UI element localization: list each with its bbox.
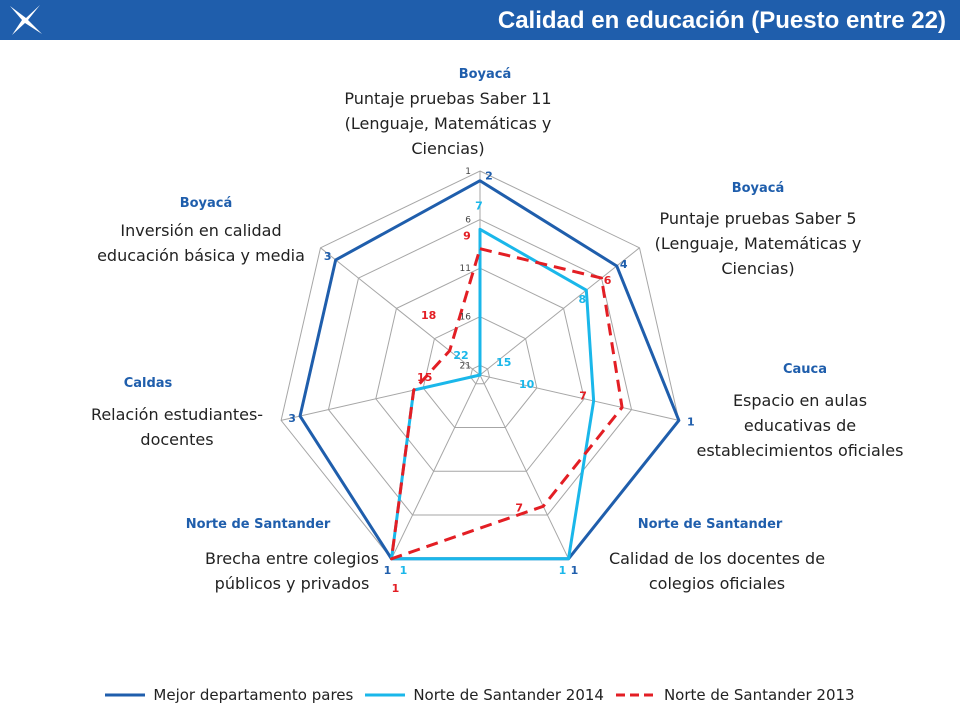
star-logo-icon: [10, 5, 42, 35]
tick-label: 11: [460, 264, 471, 274]
legend-label: Mejor departamento pares: [153, 686, 354, 704]
axis-department-label: Norte de Santander: [638, 517, 783, 532]
data-label: 9: [463, 230, 471, 243]
data-label: 15: [417, 371, 432, 384]
axis-metric-label: Inversión en calidad educación básica y m…: [97, 221, 305, 265]
axis-metric-line: docentes: [140, 430, 213, 449]
data-label: 1: [384, 564, 392, 577]
axis-metric-line: Puntaje pruebas Saber 11: [344, 89, 551, 108]
axis-metric-label: Brecha entre colegios públicos y privados: [205, 549, 379, 593]
tick-label: 6: [465, 216, 471, 226]
radar-series: [298, 179, 681, 561]
axis-department-label: Boyacá: [459, 67, 512, 82]
tick-label: 21: [460, 361, 471, 371]
grid-ring: [375, 267, 585, 472]
data-label: 2: [485, 170, 493, 183]
axis-metric-line: (Lenguaje, Matemáticas y: [655, 234, 862, 253]
axis-department-label: Boyacá: [732, 181, 785, 196]
data-label: 3: [288, 412, 296, 425]
grid-spoke: [391, 374, 481, 560]
legend-swatch: [365, 693, 406, 697]
axis-metric-line: Relación estudiantes-: [91, 405, 263, 424]
axis-metric-line: establecimientos oficiales: [697, 441, 904, 460]
data-label: 1: [559, 564, 567, 577]
data-label: 22: [453, 349, 468, 362]
grid-ring: [327, 219, 633, 516]
data-label: 7: [515, 501, 523, 514]
header-bar: Calidad en educación (Puesto entre 22): [0, 0, 960, 40]
series-line: [389, 247, 624, 561]
axis-department-label: Boyacá: [180, 196, 233, 211]
axis-department-label: Cauca: [783, 362, 827, 377]
axis-metric-label: Espacio en aulas educativas de establecimi…: [697, 391, 904, 460]
data-label: 1: [392, 582, 400, 595]
axis-department-label: Caldas: [124, 376, 173, 391]
grid-spoke: [479, 374, 679, 421]
axis-metric-line: Ciencias): [411, 139, 484, 158]
data-label: 1: [687, 415, 695, 428]
legend-item: Norte de Santander 2014: [365, 686, 604, 704]
chart-legend: Mejor departamento pares Norte de Santand…: [0, 680, 960, 710]
axis-metric-line: Ciencias): [721, 259, 794, 278]
tick-label: 1: [465, 167, 471, 177]
axis-metric-line: (Lenguaje, Matemáticas y: [345, 114, 552, 133]
legend-label: Norte de Santander 2013: [663, 686, 855, 704]
data-label: 3: [324, 250, 332, 263]
grid-spoke: [320, 247, 481, 376]
axis-department-label: Norte de Santander: [186, 517, 331, 532]
axis-metric-line: educativas de: [744, 416, 856, 435]
grid-ring: [469, 364, 491, 385]
axis-metric-line: Inversión en calidad: [120, 221, 281, 240]
data-label: 1: [571, 564, 579, 577]
data-label: 18: [421, 309, 436, 322]
axis-metric-line: Calidad de los docentes de: [609, 549, 825, 568]
grid-spoke: [479, 374, 569, 560]
axis-metric-label: Relación estudiantes-docentes: [91, 405, 263, 449]
data-label: 8: [579, 293, 587, 306]
axis-metric-label: Puntaje pruebas Saber 11 (Lenguaje, Matem…: [344, 89, 551, 158]
data-label: 15: [496, 356, 511, 369]
legend-label: Norte de Santander 2014: [413, 686, 604, 704]
grid-spoke: [479, 247, 640, 376]
series-line: [389, 227, 596, 561]
axis-metric-label: Calidad de los docentes de colegios ofici…: [609, 549, 825, 593]
legend-swatch: [105, 693, 146, 697]
data-label: 7: [579, 389, 587, 402]
legend-item: Norte de Santander 2013: [615, 686, 855, 704]
data-label: 1: [400, 564, 408, 577]
axis-metric-line: Puntaje pruebas Saber 5: [659, 209, 856, 228]
data-label: 4: [620, 258, 628, 271]
tick-label: 16: [460, 313, 472, 323]
data-label: 7: [475, 199, 483, 212]
legend-swatch: [615, 693, 656, 697]
axis-metric-line: colegios oficiales: [649, 574, 785, 593]
radar-axis-labels: Boyacá Puntaje pruebas Saber 11 (Lenguaje,…: [91, 67, 904, 593]
data-label: 10: [519, 378, 535, 391]
axis-metric-line: Brecha entre colegios: [205, 549, 379, 568]
data-label: 6: [604, 274, 612, 287]
page-title: Calidad en educación (Puesto entre 22): [497, 7, 946, 34]
grid-ring: [422, 316, 538, 429]
axis-metric-line: educación básica y media: [97, 246, 305, 265]
axis-metric-label: Puntaje pruebas Saber 5 (Lenguaje, Matemá…: [655, 209, 862, 278]
axis-metric-line: públicos y privados: [215, 574, 370, 593]
axis-metric-line: Espacio en aulas: [733, 391, 867, 410]
legend-item: Mejor departamento pares: [105, 686, 353, 704]
